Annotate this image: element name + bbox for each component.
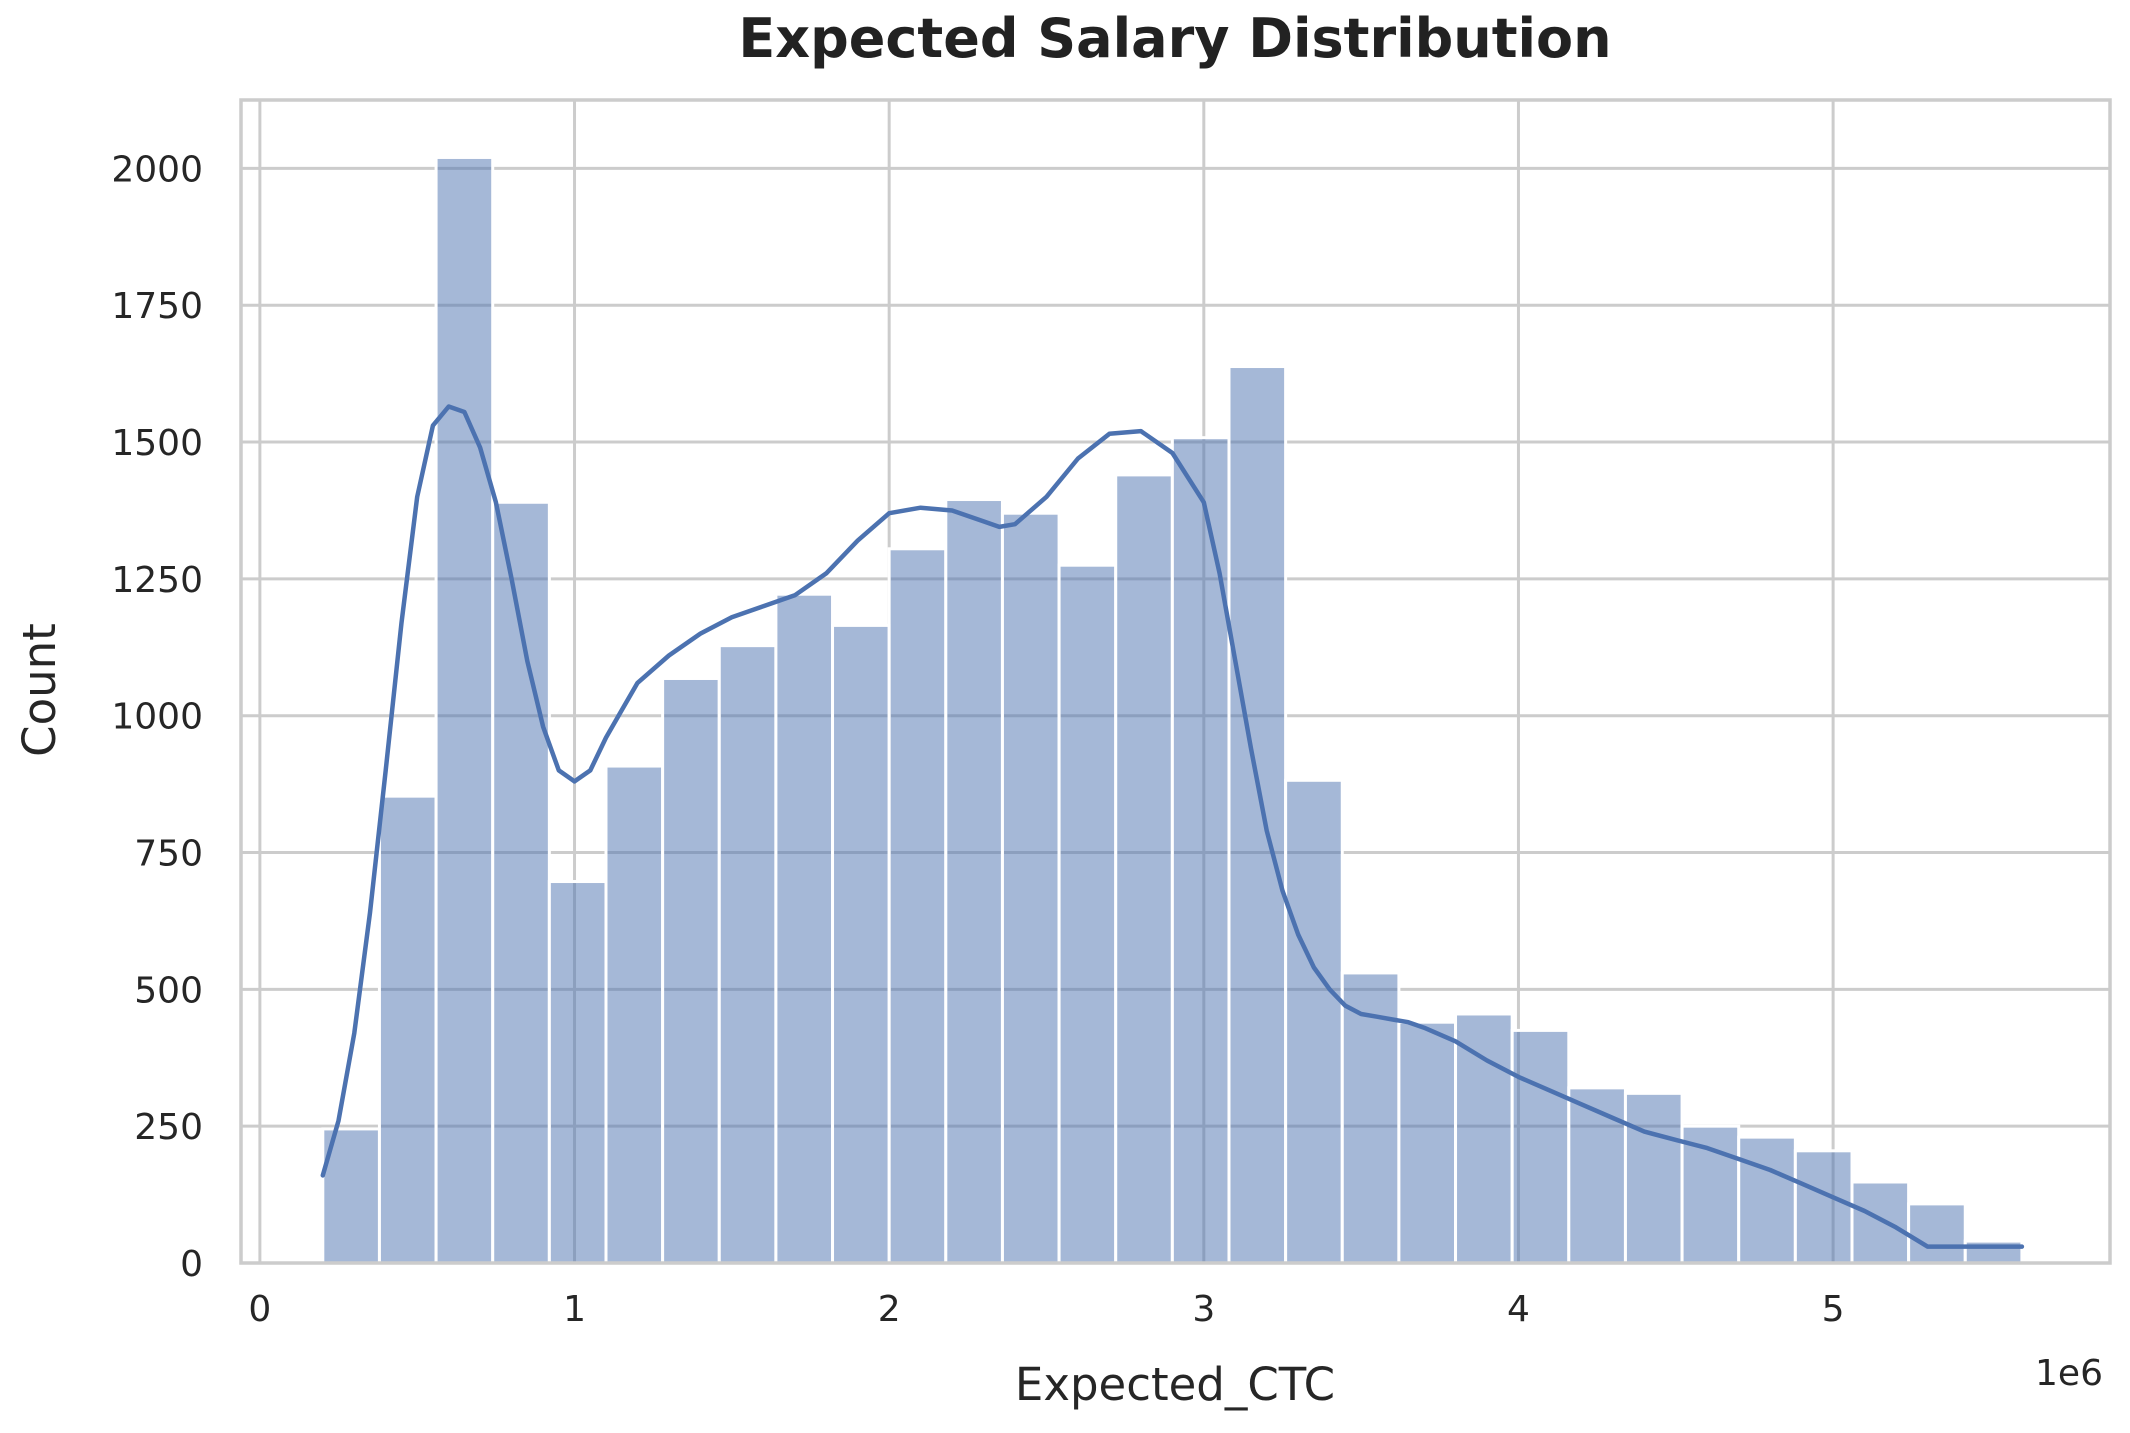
x-tick-label: 1 <box>563 1289 586 1330</box>
histogram-bar <box>1623 1091 1684 1265</box>
y-tick-label: 1500 <box>111 423 203 464</box>
y-tick-label: 1750 <box>111 286 203 327</box>
x-tick-label: 4 <box>1507 1289 1530 1330</box>
y-tick-label: 0 <box>180 1244 203 1285</box>
histogram-bar <box>661 676 721 1265</box>
y-tick-label: 2000 <box>111 149 203 190</box>
histogram-bar <box>1737 1135 1797 1265</box>
histogram-bar <box>321 1127 381 1265</box>
histogram-bar <box>717 644 778 1265</box>
histogram-bar <box>434 155 495 1265</box>
plot-frame <box>239 98 2112 1265</box>
y-axis-label: Count <box>13 623 66 757</box>
histogram-bar <box>1057 563 1118 1265</box>
y-tick-label: 250 <box>134 1107 203 1148</box>
histogram-bar <box>831 623 891 1265</box>
x-tick-label: 3 <box>1192 1289 1215 1330</box>
histogram-bar <box>774 592 835 1265</box>
x-tick-label: 0 <box>248 1289 271 1330</box>
y-tick-label: 750 <box>134 834 203 875</box>
histogram-bar <box>377 794 438 1265</box>
histogram-bars <box>321 155 2024 1265</box>
histogram-bar <box>1114 473 1174 1265</box>
histogram-bar <box>1567 1086 1627 1265</box>
histogram-bar <box>1907 1202 1967 1265</box>
histogram-bar <box>604 764 665 1265</box>
histogram-bar <box>1284 778 1344 1265</box>
histogram-bar <box>1510 1028 1571 1265</box>
histogram-bar <box>1227 365 1288 1265</box>
x-tick-label: 2 <box>878 1289 901 1330</box>
histogram-bar <box>547 880 608 1265</box>
histogram-bar <box>1454 1012 1514 1265</box>
y-tick-label: 1250 <box>111 560 203 601</box>
x-axis-label: Expected_CTC <box>1015 1358 1335 1411</box>
chart-title: Expected Salary Distribution <box>738 7 1611 70</box>
x-tick-label: 5 <box>1822 1289 1845 1330</box>
kde-line <box>320 404 2025 1249</box>
histogram-bar <box>887 547 948 1265</box>
y-tick-label: 1000 <box>111 697 203 738</box>
histogram-bar <box>1793 1149 1854 1265</box>
y-tick-label: 500 <box>134 970 203 1011</box>
kde-curve-group <box>320 404 2025 1249</box>
histogram-bar <box>1340 971 1401 1265</box>
histogram-bar <box>1170 436 1231 1265</box>
histogram-bar <box>944 498 1004 1265</box>
tick-labels: 0 1 2 3 4 5 0 250 500 750 1000 1250 1500 1750 2000 <box>111 149 1844 1330</box>
histogram-bar <box>1680 1124 1741 1265</box>
x-offset-label: 1e6 <box>2035 1353 2103 1394</box>
histogram-bar <box>1000 511 1061 1265</box>
histogram-bar <box>1850 1180 1911 1265</box>
histogram-bar <box>1397 1020 1458 1265</box>
